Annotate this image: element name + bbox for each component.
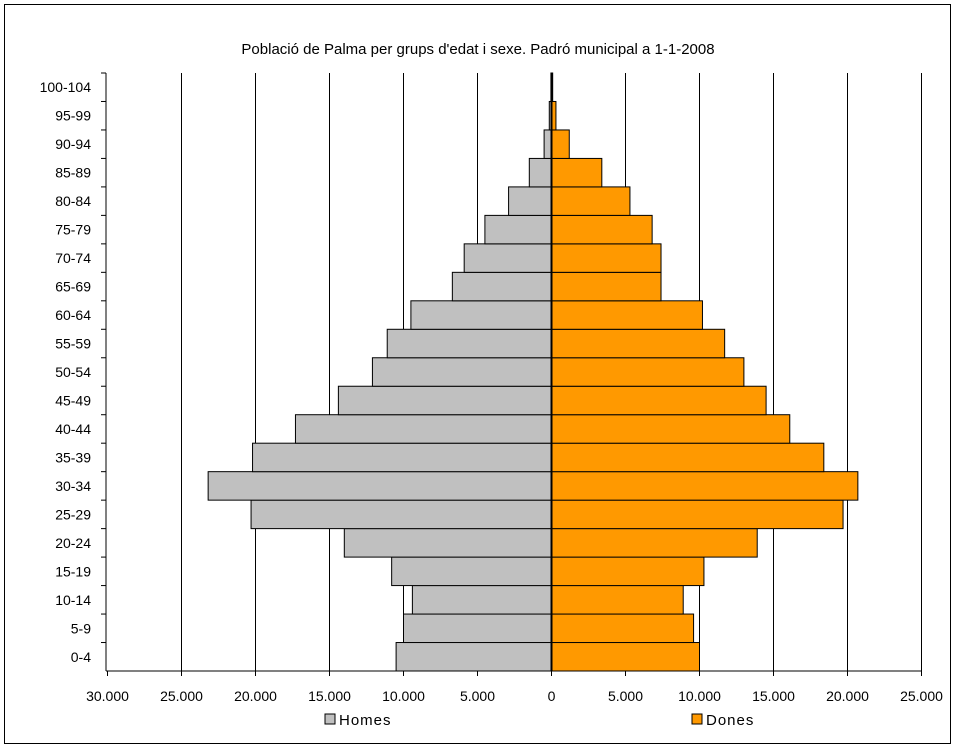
x-tick-label: 25.000 (900, 688, 943, 704)
x-tick-label: 10.000 (382, 688, 425, 704)
y-axis-labels: 0-4 5-9 10-14 15-19 20-24 25-29 30-34 35-39 40-4… (40, 72, 107, 671)
bar-homes-40-44 (294, 414, 552, 444)
bar-homes-0-4 (395, 642, 552, 672)
x-tick-label: 15.000 (308, 688, 351, 704)
bar-dones-15-19 (551, 556, 705, 587)
bar-homes-60-64 (410, 300, 552, 330)
bar-dones-35-39 (551, 442, 825, 473)
bar-homes-45-49 (337, 385, 552, 416)
x-tick-label: 15.000 (752, 688, 795, 704)
y-tick-label: 60-64 (55, 307, 91, 323)
bar-dones-65-69 (551, 271, 662, 302)
bar-homes-65-69 (451, 271, 552, 302)
bar-dones-25-29 (551, 499, 844, 530)
bar-homes-55-59 (386, 328, 552, 359)
y-tick-label: 100-104 (40, 79, 92, 95)
bar-homes-5-9 (403, 613, 552, 644)
bar-dones-60-64 (551, 300, 703, 330)
bar-homes-80-84 (508, 186, 552, 216)
legend: Homes Dones (324, 712, 754, 729)
bar-homes-70-74 (463, 243, 552, 273)
bar-dones-85-89 (551, 157, 603, 188)
bar-homes-25-29 (250, 499, 552, 530)
y-tick-label: 15-19 (55, 563, 91, 579)
y-tick-label: 95-99 (55, 108, 91, 124)
y-tick-label: 55-59 (55, 336, 91, 352)
y-tick-label: 25-29 (55, 506, 91, 522)
chart-frame: Població de Palma per grups d'edat i sex… (4, 4, 951, 744)
bar-homes-15-19 (391, 556, 552, 587)
bar-homes-30-34 (207, 471, 552, 501)
bar-homes-90-94 (543, 129, 552, 159)
bar-homes-50-54 (371, 357, 553, 387)
y-tick-label: 35-39 (55, 449, 91, 465)
x-tick-label: 10.000 (678, 688, 721, 704)
bar-dones-75-79 (551, 214, 653, 245)
bar-dones-40-44 (551, 414, 791, 444)
chart-title: Població de Palma per grups d'edat i sex… (241, 41, 714, 58)
bar-dones-20-24 (551, 528, 758, 558)
x-tick-label: 25.000 (160, 688, 203, 704)
y-tick-label: 80-84 (55, 193, 91, 209)
bar-homes-75-79 (484, 214, 552, 245)
bar-homes-20-24 (343, 528, 552, 558)
x-tick-label: 5.000 (608, 688, 643, 704)
y-tick-label: 85-89 (55, 165, 91, 181)
bar-dones-50-54 (551, 357, 745, 387)
y-tick-label: 20-24 (55, 535, 91, 551)
y-tick-label: 65-69 (55, 279, 91, 295)
bar-dones-70-74 (551, 243, 662, 273)
bar-dones-90-94 (551, 129, 570, 159)
y-tick-label: 45-49 (55, 392, 91, 408)
bar-dones-10-14 (551, 585, 684, 615)
bar-homes-10-14 (411, 585, 552, 615)
y-tick-label: 50-54 (55, 364, 91, 380)
bar-homes-35-39 (252, 442, 552, 473)
y-tick-label: 5-9 (71, 620, 91, 636)
bar-dones-45-49 (551, 385, 767, 416)
y-tick-label: 0-4 (71, 649, 91, 665)
bar-dones-0-4 (551, 642, 700, 672)
y-tick-label: 70-74 (55, 250, 91, 266)
bar-dones-55-59 (551, 328, 726, 359)
y-tick-label: 40-44 (55, 421, 91, 437)
legend-label-homes: Homes (339, 712, 392, 729)
population-pyramid-chart: Població de Palma per grups d'edat i sex… (40, 41, 944, 729)
y-tick-label: 10-14 (55, 592, 91, 608)
y-tick-label: 90-94 (55, 136, 91, 152)
bars (207, 72, 859, 672)
bar-dones-80-84 (551, 186, 631, 216)
y-tick-label: 75-79 (55, 222, 91, 238)
legend-swatch-dones (691, 713, 703, 725)
x-tick-label: 20.000 (234, 688, 277, 704)
legend-label-dones: Dones (706, 712, 754, 729)
x-tick-label: 5.000 (460, 688, 495, 704)
bar-dones-5-9 (551, 613, 695, 644)
bar-homes-85-89 (528, 157, 552, 188)
legend-swatch-homes (324, 713, 336, 725)
bar-dones-30-34 (551, 471, 859, 501)
y-tick-label: 30-34 (55, 478, 91, 494)
x-tick-label: 20.000 (826, 688, 869, 704)
x-axis: 30.000 25.000 20.000 15.000 10.000 5.000 0 5.00… (86, 670, 943, 704)
x-tick-label: 0 (548, 688, 556, 704)
x-tick-label: 30.000 (86, 688, 129, 704)
